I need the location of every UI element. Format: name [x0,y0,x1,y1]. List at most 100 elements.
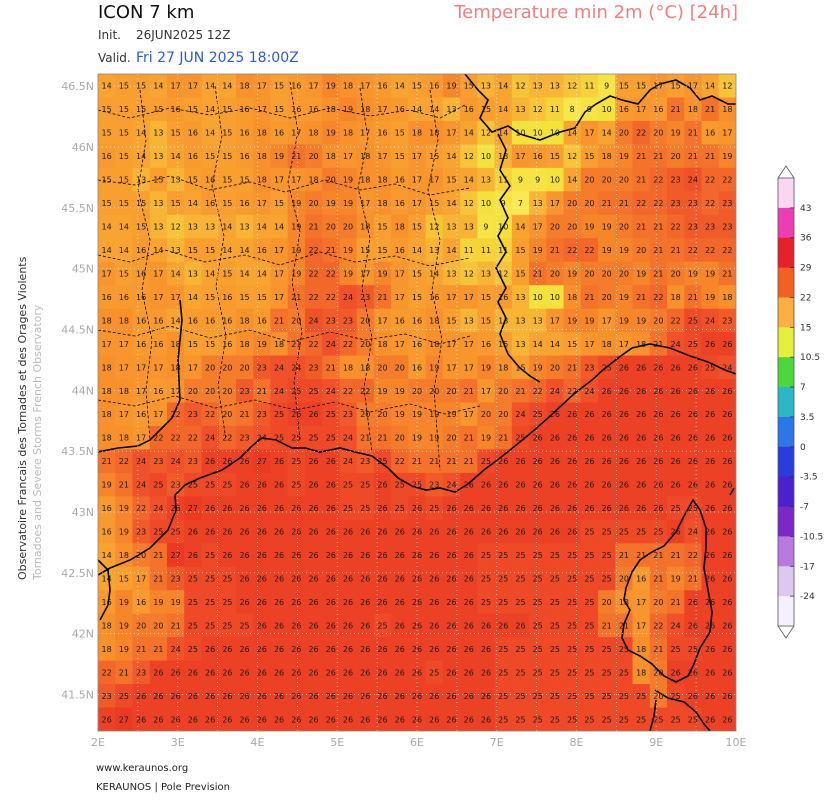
temperature-value: 8 [570,105,575,114]
temperature-cell [356,97,375,122]
temperature-cell [339,120,358,145]
temperature-cell [649,332,668,357]
temperature-cell [322,261,341,286]
temperature-cell [166,449,185,474]
temperature-cell [649,191,668,216]
temperature-cell [477,191,496,216]
temperature-value: 24 [136,457,146,466]
temperature-value: 13 [153,199,163,208]
temperature-cell [477,238,496,263]
temperature-value: 24 [515,410,525,419]
temperature-value: 26 [446,528,456,537]
temperature-value: 24 [257,434,267,443]
temperature-value: 26 [377,598,387,607]
temperature-cell [580,637,599,662]
temperature-value: 26 [481,481,491,490]
temperature-value: 15 [136,82,146,91]
temperature-cell [684,144,703,169]
temperature-value: 18 [619,598,629,607]
temperature-cell [98,449,116,474]
temperature-cell [166,355,185,380]
temperature-value: 26 [498,481,508,490]
y-tick-label: 45N [72,263,94,276]
temperature-cell [339,519,358,544]
temperature-cell [511,144,530,169]
temperature-cell [477,472,496,497]
temperature-value: 22 [584,246,594,255]
temperature-value: 16 [377,129,387,138]
temperature-value: 26 [464,645,474,654]
temperature-cell [477,613,496,638]
temperature-value: 26 [291,621,301,630]
temperature-cell [667,425,685,451]
temperature-cell [580,74,599,99]
temperature-value: 26 [153,692,163,701]
temperature-value: 16 [119,293,129,302]
temperature-cell [615,191,634,216]
temperature-value: 25 [498,645,508,654]
temperature-cell [218,97,237,122]
temperature-value: 26 [446,598,456,607]
temperature-value: 26 [222,504,232,513]
temperature-cell [511,519,530,544]
temperature-value: 26 [653,410,663,419]
temperature-cell [115,261,134,286]
temperature-cell [442,191,461,216]
temperature-cell [580,238,599,263]
temperature-value: 15 [481,316,491,325]
temperature-cell [287,449,306,474]
temperature-cell [632,191,651,216]
legend-color-segment [778,297,794,328]
temperature-value: 19 [291,223,301,232]
temperature-value: 25 [533,621,543,630]
temperature-cell [270,167,289,192]
temperature-cell [373,707,392,731]
temperature-cell [98,613,116,638]
temperature-value: 15 [205,340,215,349]
temperature-cell [115,120,134,145]
temperature-cell [598,613,616,638]
temperature-cell [391,566,409,591]
temperature-value: 26 [222,457,232,466]
temperature-cell [425,707,444,731]
temperature-value: 24 [446,481,456,490]
temperature-cell [184,144,203,169]
temperature-value: 26 [395,645,405,654]
temperature-value: 26 [326,692,336,701]
temperature-value: 20 [222,410,232,419]
temperature-value: 19 [412,434,422,443]
temperature-cell [563,167,582,192]
temperature-value: 26 [688,387,698,396]
temperature-value: 14 [102,82,112,91]
temperature-cell [218,191,237,216]
temperature-value: 13 [239,223,249,232]
temperature-value: 20 [343,223,353,232]
temperature-cell [529,402,547,427]
temperature-cell [98,637,116,662]
temperature-value: 15 [222,199,232,208]
temperature-cell [477,285,496,310]
legend-color-segment [778,506,794,537]
temperature-cell [270,496,289,521]
temperature-value: 13 [136,176,146,185]
temperature-value: 26 [602,457,612,466]
legend-tick-label: 7 [800,383,806,393]
temperature-value: 14 [102,551,112,560]
temperature-value: 22 [188,434,198,443]
temperature-value: 17 [602,316,612,325]
temperature-cell [218,144,237,169]
temperature-value: 25 [567,645,577,654]
temperature-value: 21 [274,316,284,325]
temperature-value: 13 [498,152,508,161]
temperature-cell [494,449,513,474]
temperature-cell [339,707,358,731]
temperature-value: 26 [671,363,681,372]
temperature-value: 20 [136,551,146,560]
temperature-value: 26 [343,551,353,560]
temperature-cell [615,167,634,192]
temperature-cell [546,191,565,216]
temperature-value: 26 [705,598,715,607]
temperature-cell [149,191,168,216]
temperature-cell [684,402,703,427]
